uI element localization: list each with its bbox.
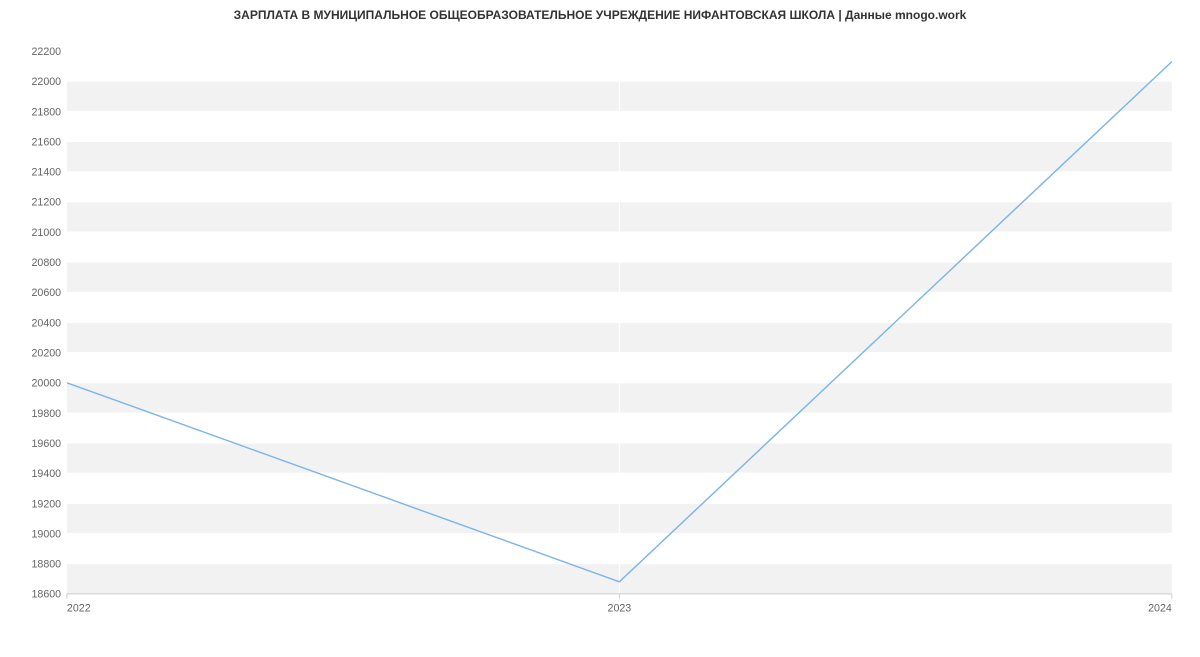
x-tick-label: 2023 (608, 602, 632, 614)
x-tick-label: 2022 (67, 602, 91, 614)
chart-svg: 18600 18800 19000 19200 19400 19600 19800 20000… (0, 22, 1200, 652)
y-tick-label: 21400 (31, 167, 61, 179)
y-tick-label: 21800 (31, 106, 61, 118)
y-tick-label: 19200 (31, 498, 61, 510)
y-tick-label: 20200 (31, 347, 61, 359)
chart-title: ЗАРПЛАТА В МУНИЦИПАЛЬНОЕ ОБЩЕОБРАЗОВАТЕЛ… (0, 0, 1200, 22)
y-tick-label: 19400 (31, 468, 61, 480)
y-tick-label: 18600 (31, 589, 61, 601)
y-tick-label: 20400 (31, 317, 61, 329)
y-tick-label: 22000 (31, 76, 61, 88)
y-tick-label: 20600 (31, 287, 61, 299)
y-tick-label: 21600 (31, 136, 61, 148)
y-tick-label: 19800 (31, 408, 61, 420)
y-tick-label: 21200 (31, 197, 61, 209)
y-tick-label: 19600 (31, 438, 61, 450)
y-tick-label: 19000 (31, 528, 61, 540)
y-tick-label: 20000 (31, 378, 61, 390)
y-tick-label: 22200 (31, 46, 61, 58)
x-tick-label: 2024 (1148, 602, 1172, 614)
chart-container: ЗАРПЛАТА В МУНИЦИПАЛЬНОЕ ОБЩЕОБРАЗОВАТЕЛ… (0, 0, 1200, 650)
y-tick-label: 18800 (31, 559, 61, 571)
y-tick-label: 21000 (31, 227, 61, 239)
y-tick-label: 20800 (31, 257, 61, 269)
